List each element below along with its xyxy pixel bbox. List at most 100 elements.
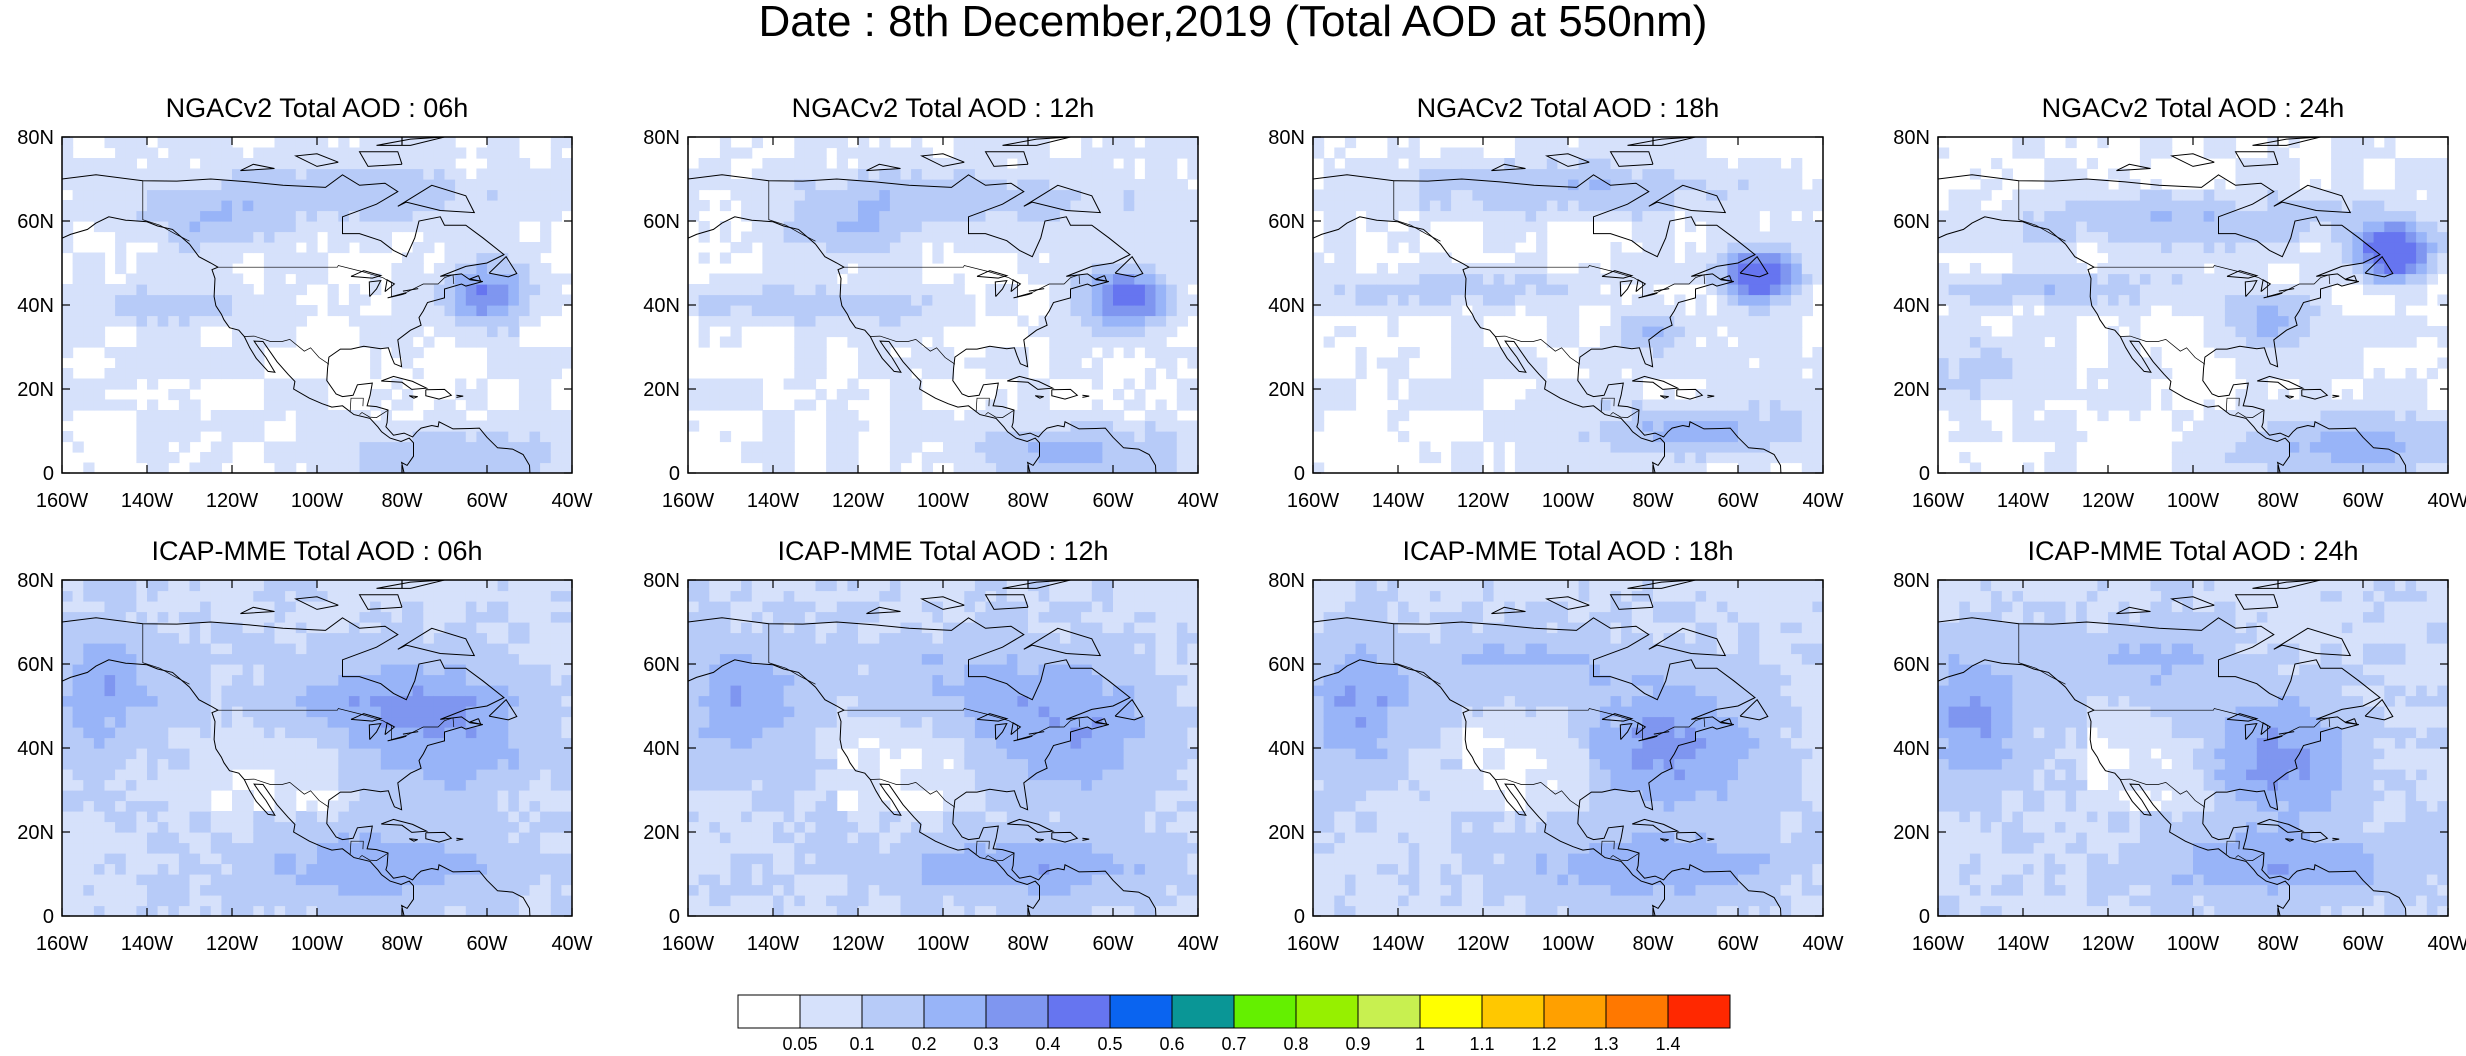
coastline-map [62,580,531,916]
lat-tick-label: 40N [1893,295,1930,317]
colorbar-swatch [737,994,801,1029]
lon-tick-label: 40W [1177,933,1218,955]
colorbar-swatch [985,994,1049,1029]
aod-field [688,580,1198,916]
colorbar-label: 1 [1415,1034,1425,1054]
lon-tick-label: 40W [2427,490,2466,512]
panel-title: NGACv2 Total AOD : 24h [2041,93,2345,123]
colorbar-label: 0.8 [1283,1034,1308,1054]
colorbar-swatch [1109,994,1173,1029]
lat-tick-label: 40N [17,295,54,317]
colorbar-swatch [1667,994,1731,1029]
lon-tick-label: 60W [1717,490,1758,512]
lat-tick-label: 20N [17,379,54,401]
lon-tick-label: 80W [1632,490,1673,512]
lat-tick-label: 80N [1893,570,1930,592]
lat-tick-label: 0 [43,463,54,485]
aod-field [688,137,1198,473]
lon-tick-label: 100W [2167,490,2219,512]
lon-tick-label: 160W [36,490,88,512]
lon-tick-label: 60W [1092,490,1133,512]
lon-tick-label: 100W [1542,490,1594,512]
lon-tick-label: 120W [832,490,884,512]
lat-tick-label: 80N [17,127,54,149]
lon-tick-label: 120W [2082,490,2134,512]
aod-field [1313,580,1823,916]
lat-tick-label: 60N [17,654,54,676]
lon-tick-label: 80W [1007,933,1048,955]
colorbar-label: 1.3 [1593,1034,1618,1054]
colorbar-label: 0.1 [849,1034,874,1054]
colorbar-label: 1.2 [1531,1034,1556,1054]
lon-tick-label: 80W [381,490,422,512]
lat-tick-label: 0 [1919,463,1930,485]
lon-tick-label: 140W [121,490,173,512]
lat-tick-label: 20N [643,379,680,401]
colorbar-swatch [861,994,925,1029]
lon-tick-label: 140W [1372,933,1424,955]
lon-tick-label: 40W [1177,490,1218,512]
coastline-map [1938,580,2407,916]
lon-tick-label: 160W [36,933,88,955]
lon-tick-label: 40W [1802,933,1843,955]
lon-tick-label: 60W [2342,933,2383,955]
lon-tick-label: 60W [466,490,507,512]
lon-tick-label: 140W [1997,490,2049,512]
lat-tick-label: 20N [643,822,680,844]
lon-tick-label: 120W [832,933,884,955]
colorbar-swatch [1295,994,1359,1029]
lat-tick-label: 0 [1294,463,1305,485]
lat-tick-label: 0 [669,463,680,485]
lon-tick-label: 100W [291,490,343,512]
colorbar-swatch [799,994,863,1029]
lat-tick-label: 0 [1919,906,1930,928]
lon-tick-label: 40W [551,933,592,955]
lat-tick-label: 0 [669,906,680,928]
lon-tick-label: 160W [662,933,714,955]
lat-tick-label: 40N [1893,738,1930,760]
lon-tick-label: 140W [1372,490,1424,512]
lon-tick-label: 100W [917,490,969,512]
lat-tick-label: 60N [1893,654,1930,676]
colorbar-swatch [1419,994,1483,1029]
lon-tick-label: 100W [917,933,969,955]
aod-field [1938,580,2448,916]
lat-tick-label: 0 [1294,906,1305,928]
colorbar-label: 1.1 [1469,1034,1494,1054]
colorbar: 0.05 0.1 0.2 0.3 0.4 0.5 0.6 0.7 0.8 0.9 1 1.1 1.2 1.… [737,994,1731,1054]
lon-tick-label: 160W [1287,490,1339,512]
lon-tick-label: 40W [2427,933,2466,955]
colorbar-swatch [1171,994,1235,1029]
lon-tick-label: 160W [1287,933,1339,955]
lat-tick-label: 80N [643,570,680,592]
lon-tick-label: 100W [2167,933,2219,955]
colorbar-label: 0.6 [1159,1034,1184,1054]
colorbar-label: 1.4 [1655,1034,1680,1054]
lon-tick-label: 120W [1457,490,1509,512]
lon-tick-label: 140W [1997,933,2049,955]
lon-tick-label: 40W [1802,490,1843,512]
colorbar-swatch [1481,994,1545,1029]
panel-title: NGACv2 Total AOD : 06h [165,93,469,123]
lon-tick-label: 140W [121,933,173,955]
coastline-map [62,137,531,473]
aod-field [62,580,572,916]
colorbar-swatch [1357,994,1421,1029]
lon-tick-label: 100W [291,933,343,955]
colorbar-label: 0.05 [782,1034,817,1054]
colorbar-swatch [1233,994,1297,1029]
panel-title: ICAP-MME Total AOD : 06h [151,536,483,566]
lon-tick-label: 140W [747,490,799,512]
lon-tick-label: 160W [1912,490,1964,512]
lat-tick-label: 20N [1893,379,1930,401]
colorbar-swatch [1605,994,1669,1029]
lon-tick-label: 80W [2257,490,2298,512]
lat-tick-label: 60N [17,211,54,233]
panel-title: NGACv2 Total AOD : 12h [791,93,1095,123]
lat-tick-label: 60N [1268,211,1305,233]
figure-title: Date : 8th December,2019 (Total AOD at 5… [758,0,1708,46]
coastline-map [1313,137,1782,473]
lon-tick-label: 120W [206,490,258,512]
lat-tick-label: 40N [17,738,54,760]
